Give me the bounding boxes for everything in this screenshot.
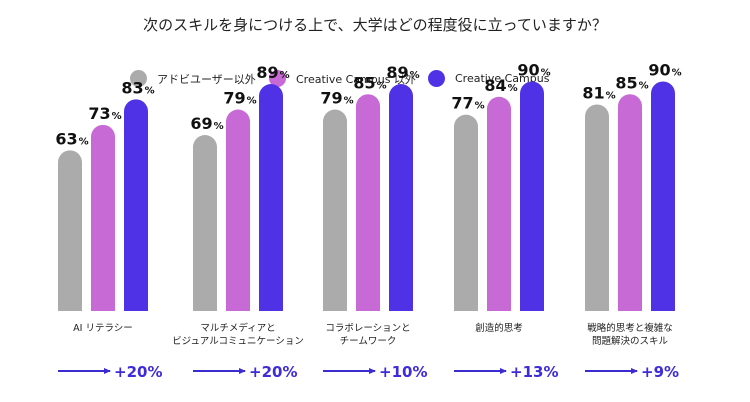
bar-group-4-non-adobe <box>454 114 478 312</box>
legend-swatch-non-adobe <box>130 70 147 87</box>
chart-title: 次のスキルを身につける上で、大学はどの程度役に立っていますか？ <box>143 16 607 34</box>
delta-label-5: +9% <box>641 363 679 381</box>
bar-group-3-non-adobe <box>323 109 347 311</box>
legend-item-creative-campus: Creative Campus <box>428 70 549 87</box>
legend-item-non-adobe: アドビユーザー以外 <box>130 70 256 87</box>
delta-label-4: +13% <box>510 363 558 381</box>
value-label-group-2-creative-campus: 89% <box>256 63 289 82</box>
value-label-group-5-non-adobe: 81% <box>582 83 615 102</box>
category-label-1: AI リテラシー <box>73 323 133 334</box>
bar-group-4-creative-campus <box>520 81 544 311</box>
value-label-group-2-non-creative-campus: 79% <box>223 89 256 108</box>
bar-group-2-non-creative-campus <box>226 109 250 311</box>
value-label-group-4-non-creative-campus: 84% <box>484 76 517 95</box>
bar-group-5-non-creative-campus <box>618 94 642 311</box>
bar-group-2-non-adobe <box>193 135 217 311</box>
value-label-group-1-non-creative-campus: 73% <box>88 104 121 123</box>
value-label-group-4-creative-campus: 90% <box>517 61 550 80</box>
bar-group-3-non-creative-campus <box>356 94 380 311</box>
bar-group-1-creative-campus <box>124 99 148 311</box>
category-label-4: 創造的思考 <box>475 322 523 334</box>
bar-group-1-non-creative-campus <box>91 124 115 311</box>
value-label-group-4-non-adobe: 77% <box>451 94 484 113</box>
value-label-group-1-creative-campus: 83% <box>121 78 154 97</box>
bar-group-1-non-adobe <box>58 150 82 311</box>
bar-group-3-creative-campus <box>389 84 413 311</box>
delta-label-3: +10% <box>379 363 427 381</box>
bar-group-5-non-adobe <box>585 104 609 311</box>
value-label-group-5-non-creative-campus: 85% <box>615 73 648 92</box>
legend-label-non-adobe: アドビユーザー以外 <box>157 72 256 86</box>
value-label-group-5-creative-campus: 90% <box>648 61 681 80</box>
category-label-5: 戦略的思考と複雑な問題解決のスキル <box>587 322 673 347</box>
value-label-group-3-non-creative-campus: 85% <box>353 73 386 92</box>
delta-label-2: +20% <box>249 363 297 381</box>
legend-swatch-non-creative-campus <box>269 70 286 87</box>
bar-group-5-creative-campus <box>651 81 675 311</box>
legend-label-non-creative-campus: Creative Campus 以外 <box>296 72 416 86</box>
legend: アドビユーザー以外 Creative Campus 以外 Creative Ca… <box>120 70 680 94</box>
legend-item-non-creative-campus: Creative Campus 以外 <box>269 70 416 87</box>
category-label-2: マルチメディアとビジュアルコミュニケーション <box>172 322 304 347</box>
delta-label-1: +20% <box>114 363 162 381</box>
value-label-group-2-non-adobe: 69% <box>190 114 223 133</box>
bar-group-2-creative-campus <box>259 84 283 311</box>
bar-group-4-non-creative-campus <box>487 96 511 311</box>
value-label-group-3-creative-campus: 89% <box>386 63 419 82</box>
legend-label-creative-campus: Creative Campus <box>455 72 550 85</box>
value-label-group-1-non-adobe: 63% <box>55 129 88 148</box>
category-label-3: コラボレーションとチームワーク <box>325 323 410 347</box>
value-label-group-3-non-adobe: 79% <box>320 89 353 108</box>
legend-swatch-creative-campus <box>428 70 445 87</box>
